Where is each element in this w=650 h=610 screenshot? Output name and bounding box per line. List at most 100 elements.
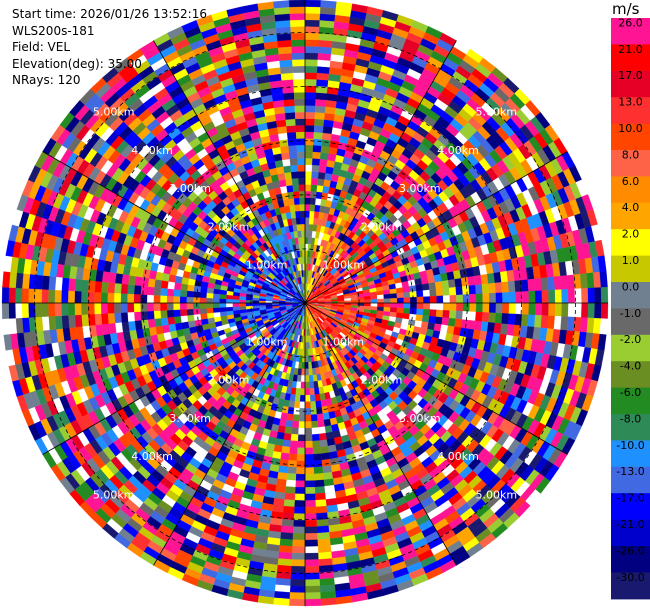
velocity-gate [315, 92, 328, 101]
velocity-gate [281, 519, 294, 527]
velocity-gate [554, 289, 563, 304]
velocity-gate [422, 289, 431, 297]
velocity-gate [370, 299, 378, 304]
velocity-gate [219, 302, 227, 308]
velocity-gate [364, 299, 372, 304]
velocity-gate [153, 310, 162, 319]
velocity-gate [1, 302, 10, 320]
velocity-gate [434, 316, 443, 325]
velocity-gate [481, 312, 490, 323]
velocity-gate [180, 315, 189, 323]
velocity-gate [429, 309, 437, 317]
velocity-gate [35, 316, 44, 332]
velocity-gate [316, 66, 330, 74]
velocity-gate [294, 394, 301, 402]
velocity-gate [534, 278, 542, 292]
velocity-gate [173, 295, 181, 304]
velocity-gate [61, 277, 70, 291]
velocity-gate [441, 317, 450, 326]
velocity-gate [311, 164, 320, 173]
velocity-gate [447, 317, 456, 327]
velocity-gate [167, 316, 176, 325]
velocity-gate [173, 289, 181, 297]
velocity-gate [199, 291, 207, 298]
velocity-gate [304, 467, 315, 475]
velocity-gate [560, 316, 569, 331]
velocity-gate [313, 466, 324, 475]
velocity-gate [403, 302, 411, 309]
velocity-gate [448, 287, 457, 296]
velocity-gate [41, 289, 49, 304]
velocity-gate [304, 519, 317, 528]
velocity-gate [318, 33, 334, 42]
velocity-gate [579, 273, 589, 289]
velocity-gate [304, 164, 313, 172]
velocity-gate [94, 280, 103, 293]
velocity-gate [488, 282, 496, 294]
velocity-gate [304, 506, 317, 514]
velocity-gate [292, 539, 306, 547]
velocity-gate [298, 408, 306, 416]
velocity-gate [540, 277, 549, 291]
velocity-gate [594, 302, 602, 319]
velocity-gate [179, 289, 188, 297]
velocity-gate [415, 314, 424, 322]
velocity-gate [294, 493, 306, 501]
velocity-gate [528, 302, 536, 316]
velocity-gate [291, 552, 306, 561]
velocity-gate [293, 506, 306, 514]
velocity-gate [74, 314, 83, 328]
velocity-gate [304, 526, 318, 534]
velocity-gate [146, 302, 154, 312]
velocity-gate [304, 59, 318, 67]
velocity-gate [289, 592, 306, 600]
velocity-gate [206, 307, 214, 314]
velocity-gate [396, 302, 404, 309]
velocity-gate [317, 426, 326, 435]
velocity-gate [435, 309, 444, 318]
velocity-gate [436, 302, 444, 311]
velocity-gate [315, 98, 327, 107]
velocity-gate [310, 414, 318, 422]
velocity-gate [304, 375, 310, 383]
velocity-gate [100, 292, 108, 304]
velocity-gate [311, 420, 319, 429]
velocity-gate [304, 552, 319, 561]
velocity-gate [428, 315, 437, 324]
velocity-gate [403, 297, 411, 304]
velocity-gate [312, 440, 321, 448]
velocity-gate [292, 533, 306, 541]
velocity-gate [186, 296, 194, 304]
velocity-gate [421, 283, 430, 291]
velocity-gate [200, 313, 208, 320]
velocity-gate [311, 433, 320, 442]
velocity-gate [600, 302, 609, 320]
velocity-gate [561, 289, 569, 304]
velocity-gate [15, 287, 23, 304]
velocity-gate [290, 565, 306, 574]
velocity-gate [133, 302, 141, 313]
velocity-gate [300, 388, 306, 396]
velocity-gate [482, 302, 490, 313]
velocity-gate [535, 302, 543, 316]
velocity-gate [287, 460, 297, 468]
velocity-gate [310, 401, 317, 409]
velocity-gate [275, 577, 291, 587]
velocity-gate [174, 322, 183, 331]
velocity-gate [593, 318, 602, 335]
velocity-gate [34, 302, 43, 318]
velocity-gate [314, 118, 325, 127]
velocity-gate [167, 281, 176, 290]
velocity-gate [232, 302, 240, 307]
velocity-gate [232, 299, 240, 304]
velocity-gate [501, 313, 510, 325]
velocity-gate [314, 393, 321, 402]
velocity-gate [312, 144, 322, 153]
velocity-gate [442, 302, 451, 311]
velocity-gate [273, 597, 290, 606]
velocity-gate [299, 401, 306, 409]
velocity-gate [314, 486, 326, 494]
velocity-gate [429, 295, 437, 304]
velocity-gate [304, 401, 311, 409]
velocity-gate [283, 499, 295, 508]
